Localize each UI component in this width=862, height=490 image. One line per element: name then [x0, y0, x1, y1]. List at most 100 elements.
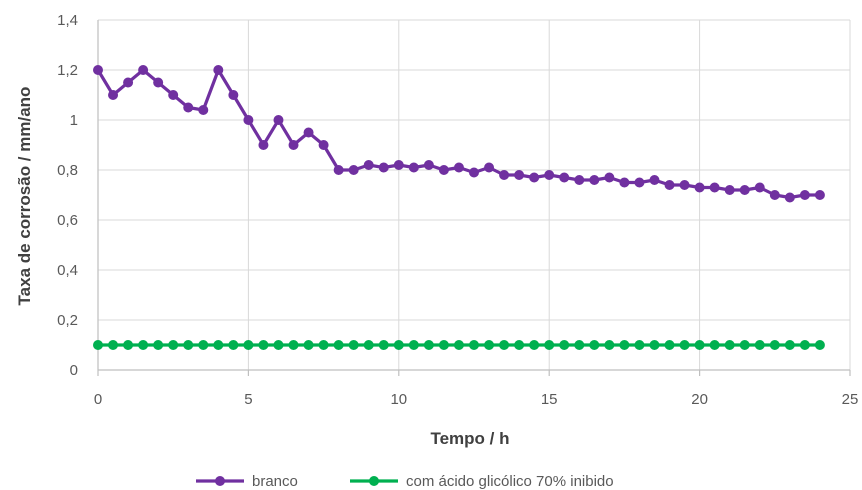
data-point: [514, 340, 525, 350]
y-tick-label: 0: [70, 362, 78, 379]
data-point: [469, 340, 479, 350]
legend-marker: [369, 476, 379, 486]
y-tick-label: 0,4: [57, 262, 78, 279]
y-tick-labels: 0 0,2 0,4 0,6 0,8 1 1,2 1,4: [57, 12, 78, 379]
data-point: [288, 340, 299, 350]
y-tick-label: 1,2: [57, 62, 78, 79]
data-point: [138, 340, 149, 350]
data-point: [303, 127, 314, 138]
data-point: [273, 340, 284, 350]
data-point: [619, 340, 630, 350]
data-point: [273, 115, 284, 125]
series-line: [96, 68, 820, 200]
data-point: [724, 340, 735, 350]
data-point: [769, 340, 780, 350]
data-point: [153, 340, 164, 350]
data-point: [769, 190, 780, 200]
data-point: [363, 160, 374, 170]
data-point: [348, 165, 359, 175]
data-point: [484, 162, 495, 173]
data-point: [709, 182, 720, 193]
data-point: [649, 175, 660, 185]
data-point: [243, 340, 254, 350]
data-point: [348, 340, 359, 350]
data-point: [198, 340, 209, 350]
data-point: [153, 77, 164, 88]
data-point: [784, 192, 795, 203]
y-tick-label: 0,8: [57, 162, 78, 179]
data-point: [574, 340, 585, 350]
legend-label: com ácido glicólico 70% inibido: [406, 473, 614, 490]
data-point: [544, 340, 555, 350]
data-point: [453, 162, 464, 173]
data-point: [288, 140, 299, 150]
data-point: [499, 340, 510, 350]
data-point: [739, 340, 750, 350]
data-point: [799, 190, 810, 200]
data-point: [333, 340, 344, 350]
x-tick-label: 5: [244, 391, 252, 408]
data-point: [754, 182, 765, 193]
x-tick-label: 25: [842, 391, 859, 408]
data-point: [123, 77, 134, 88]
y-tick-label: 0,6: [57, 212, 78, 229]
data-point: [739, 185, 750, 195]
data-point: [679, 180, 690, 190]
data-point: [93, 340, 103, 350]
data-point: [408, 340, 419, 350]
data-point: [514, 170, 525, 180]
data-point: [559, 172, 570, 183]
data-point: [469, 167, 479, 178]
data-point: [378, 340, 389, 350]
legend-item: branco: [196, 473, 298, 490]
data-point: [303, 340, 314, 350]
data-point: [108, 90, 119, 100]
axes: [97, 20, 851, 376]
data-point: [619, 177, 630, 188]
data-point: [544, 170, 555, 180]
x-axis-title: Tempo / h: [430, 429, 509, 448]
data-point: [529, 172, 540, 183]
data-point: [123, 340, 134, 350]
data-point: [679, 340, 690, 350]
data-point: [423, 160, 434, 170]
data-point: [814, 190, 825, 200]
data-point: [709, 340, 720, 350]
y-tick-label: 0,2: [57, 312, 78, 329]
gridlines: [98, 19, 851, 370]
series-2: [93, 340, 825, 350]
data-point: [589, 175, 600, 185]
data-point: [378, 162, 389, 173]
data-point: [198, 105, 209, 115]
y-axis-title: Taxa de corrosão / mm/ano: [15, 87, 34, 306]
data-point: [228, 90, 239, 100]
data-point: [604, 340, 615, 350]
data-point: [438, 165, 449, 175]
data-point: [138, 65, 149, 75]
x-tick-labels: 0 5 10 15 20 25: [94, 391, 859, 408]
data-point: [649, 340, 660, 350]
legend-item: com ácido glicólico 70% inibido: [350, 473, 614, 490]
data-point: [243, 115, 254, 125]
data-point: [664, 180, 675, 190]
data-point: [423, 340, 434, 350]
data-point: [499, 170, 510, 180]
data-point: [438, 340, 449, 350]
data-point: [664, 340, 675, 350]
data-point: [453, 340, 464, 350]
data-point: [393, 340, 404, 350]
data-point: [393, 160, 404, 170]
data-point: [559, 340, 570, 350]
data-point: [484, 340, 495, 350]
data-point: [589, 340, 600, 350]
y-tick-label: 1: [70, 112, 78, 129]
data-point: [183, 340, 194, 350]
data-point: [634, 340, 645, 350]
data-point: [814, 340, 825, 350]
data-point: [333, 165, 344, 175]
data-point: [694, 182, 705, 193]
data-point: [724, 185, 735, 195]
x-tick-label: 0: [94, 391, 102, 408]
